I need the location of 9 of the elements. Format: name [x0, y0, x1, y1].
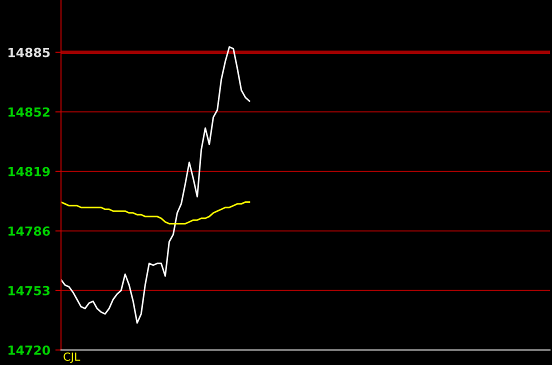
- y-tick-label: 14786: [8, 226, 50, 236]
- y-tick-label: 14852: [8, 107, 50, 117]
- line-series: [61, 201, 250, 224]
- y-tick-label: 14819: [8, 166, 50, 176]
- y-tick-label: 14753: [8, 286, 50, 296]
- text: CJL: [64, 352, 80, 363]
- y-tick-label: 14720: [8, 345, 50, 355]
- line-series: [61, 46, 250, 324]
- y-tick-label: 14885: [8, 48, 50, 58]
